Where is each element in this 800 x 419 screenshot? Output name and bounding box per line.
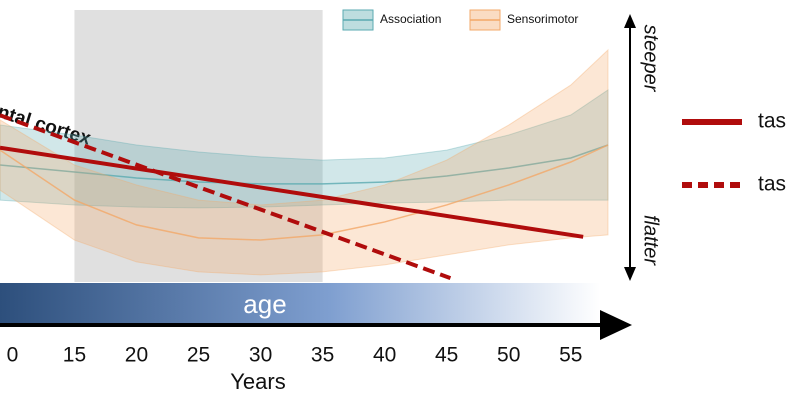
age-gradient xyxy=(0,283,600,325)
highlight-span xyxy=(74,10,323,282)
trend-line xyxy=(0,113,452,280)
x-tick-label: 25 xyxy=(187,344,210,367)
legend-label: tas xyxy=(758,173,786,196)
band-line xyxy=(0,144,609,241)
x-tick-label: 15 xyxy=(63,344,86,367)
x-tick-label: 0 xyxy=(7,344,19,367)
x-tick-label: 20 xyxy=(125,344,148,367)
legend-label: Sensorimotor xyxy=(507,12,578,26)
legend-label: Association xyxy=(380,12,441,26)
x-tick-label: 30 xyxy=(249,344,272,367)
age-label: age xyxy=(243,289,286,319)
x-tick-label: 55 xyxy=(559,344,582,367)
x-axis-label: Years xyxy=(230,369,285,394)
steeper-label: steeper xyxy=(640,25,662,93)
trend-line xyxy=(0,145,584,239)
x-tick-label: 35 xyxy=(311,344,334,367)
x-tick-label: 50 xyxy=(497,344,520,367)
arrowhead-up xyxy=(624,14,636,28)
x-tick-label: 45 xyxy=(435,344,458,367)
age-arrowhead xyxy=(600,310,632,340)
x-tick-label: 40 xyxy=(373,344,396,367)
band-line xyxy=(0,144,609,185)
legend-label: tas xyxy=(758,110,786,133)
flatter-label: flatter xyxy=(640,215,662,266)
arrowhead-down xyxy=(624,267,636,281)
